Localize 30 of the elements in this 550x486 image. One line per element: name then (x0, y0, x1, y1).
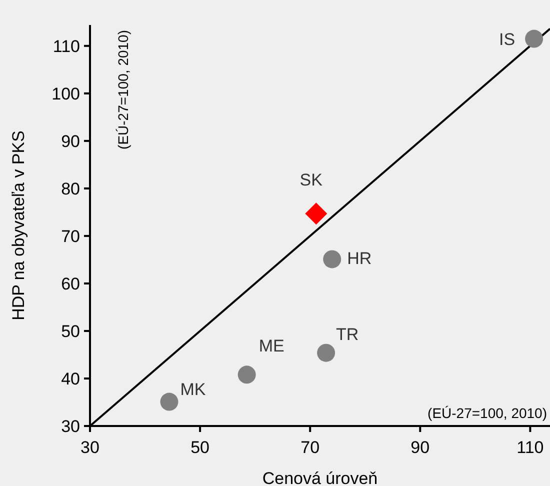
annotation: (EÚ-27=100, 2010) (115, 30, 131, 150)
y-tick-label: 60 (61, 274, 80, 294)
point (323, 250, 342, 268)
annotation: TR (336, 324, 359, 344)
annotation: IS (498, 30, 516, 49)
x-tick-label: 50 (190, 438, 210, 457)
point (160, 392, 178, 411)
annotation: MK (180, 380, 206, 399)
x-tick-label: 110 (516, 438, 544, 457)
y-axis-title: HDP na obyvateľa v PKS (9, 130, 28, 320)
annotation: SK (300, 170, 324, 190)
point (238, 366, 256, 384)
x-axis-title: Cenová úroveň (262, 469, 378, 486)
y-tick-label: 90 (61, 132, 80, 151)
y-tick-label: 80 (61, 179, 80, 198)
point (317, 344, 336, 362)
point (525, 30, 544, 48)
y-tick-label: 40 (61, 369, 80, 388)
x-tick-label: 90 (410, 438, 430, 457)
x-tick-label: 70 (300, 438, 320, 457)
annotation: (EÚ-27=100, 2010) (428, 405, 547, 421)
annotation: ME (258, 336, 284, 356)
y-tick-label: 110 (52, 36, 80, 56)
annotation: HR (347, 249, 372, 268)
y-tick-label: 70 (61, 226, 80, 246)
y-tick-label: 100 (52, 84, 80, 104)
x-tick-label: 30 (80, 438, 100, 457)
y-tick-label: 50 (61, 322, 80, 341)
y-tick-label: 30 (61, 417, 80, 436)
point (305, 202, 328, 225)
